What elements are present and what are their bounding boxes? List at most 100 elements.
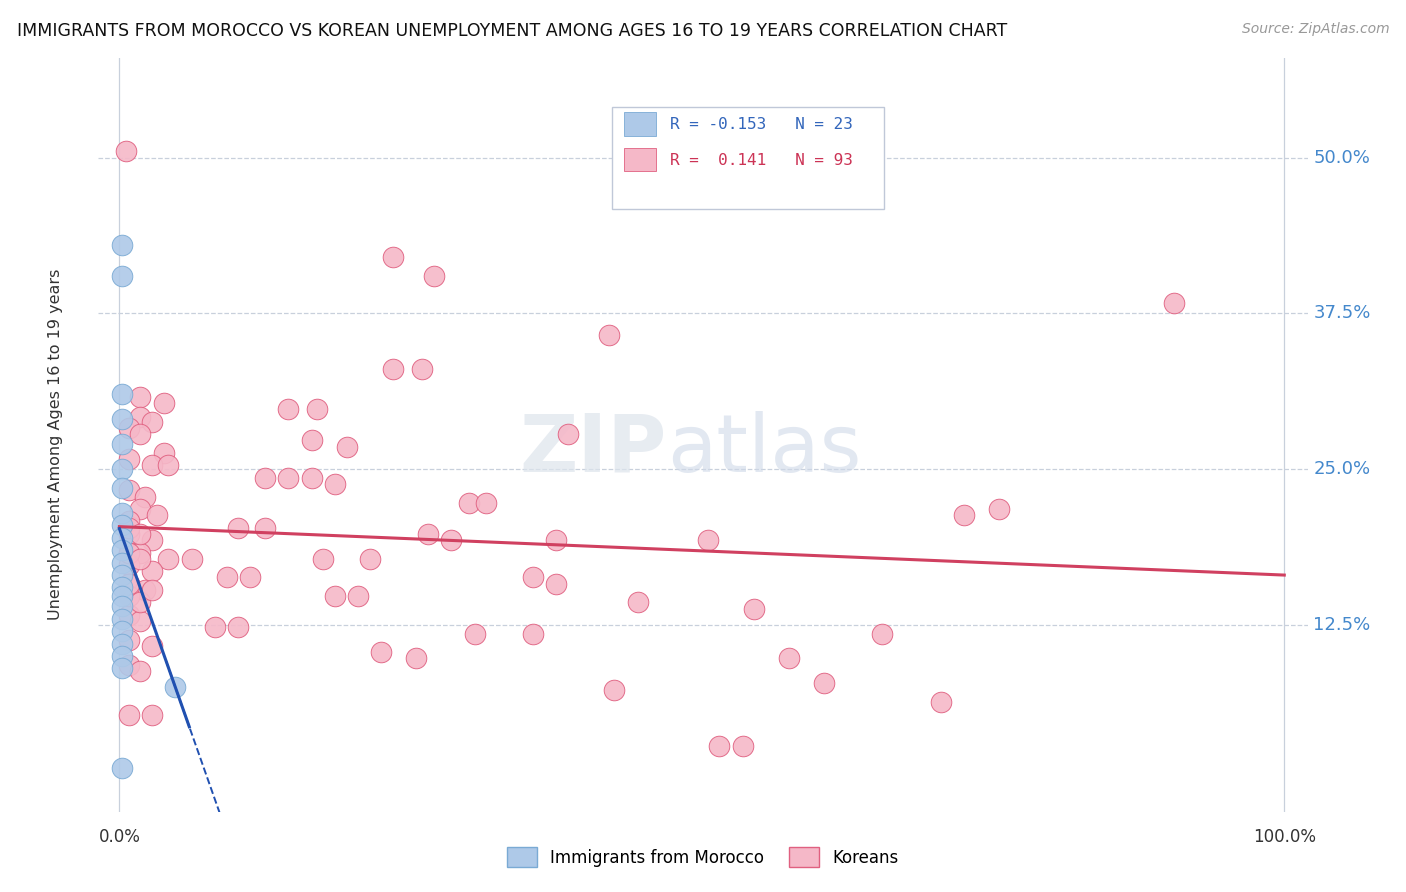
Text: R = -0.153   N = 23: R = -0.153 N = 23: [671, 118, 853, 132]
Point: [141, 707, 163, 722]
Point: [118, 527, 141, 541]
Point: [323, 589, 346, 603]
FancyBboxPatch shape: [613, 107, 884, 209]
Point: [111, 556, 134, 570]
Point: [129, 427, 152, 442]
Point: [141, 639, 163, 653]
Point: [557, 427, 579, 442]
Point: [134, 490, 156, 504]
Point: [129, 595, 152, 609]
Point: [111, 238, 134, 252]
Bar: [624, 147, 655, 171]
Point: [111, 462, 134, 476]
Point: [111, 599, 134, 614]
Point: [115, 145, 138, 159]
Point: [118, 558, 141, 572]
Point: [423, 268, 446, 283]
Point: [987, 502, 1010, 516]
Text: atlas: atlas: [666, 411, 860, 489]
Point: [118, 545, 141, 559]
Point: [129, 527, 152, 541]
Point: [111, 648, 134, 663]
Point: [475, 496, 498, 510]
Point: [457, 496, 479, 510]
Point: [111, 661, 134, 675]
Text: 100.0%: 100.0%: [1253, 828, 1316, 846]
Point: [141, 533, 163, 548]
Point: [277, 471, 299, 485]
Point: [111, 412, 134, 426]
Point: [204, 620, 226, 634]
Point: [111, 481, 134, 495]
Point: [405, 651, 427, 665]
Point: [118, 515, 141, 529]
Text: 50.0%: 50.0%: [1313, 149, 1371, 167]
Point: [627, 595, 650, 609]
Text: R =  0.141   N = 93: R = 0.141 N = 93: [671, 153, 853, 168]
Point: [411, 362, 433, 376]
Point: [111, 761, 134, 775]
Point: [129, 502, 152, 516]
Point: [312, 551, 335, 566]
Point: [111, 612, 134, 626]
Point: [416, 527, 439, 541]
Point: [215, 570, 238, 584]
Point: [129, 614, 152, 628]
Point: [253, 521, 276, 535]
Point: [929, 695, 952, 709]
Point: [226, 620, 249, 634]
Point: [165, 680, 187, 694]
Point: [731, 739, 754, 753]
Point: [157, 458, 180, 473]
Point: [522, 570, 544, 584]
Point: [118, 421, 141, 435]
Point: [129, 664, 152, 678]
Point: [546, 533, 568, 548]
Point: [111, 437, 134, 451]
Text: 0.0%: 0.0%: [98, 828, 141, 846]
Point: [129, 551, 152, 566]
Point: [301, 434, 323, 448]
Point: [129, 409, 152, 424]
Point: [111, 518, 134, 533]
Point: [180, 551, 202, 566]
Point: [359, 551, 381, 566]
Point: [301, 471, 323, 485]
Point: [118, 576, 141, 591]
Point: [129, 390, 152, 404]
Point: [118, 657, 141, 672]
Point: [152, 446, 174, 460]
Point: [118, 707, 141, 722]
Point: [157, 551, 180, 566]
Point: [598, 327, 620, 342]
Point: [118, 545, 141, 559]
Point: [152, 396, 174, 410]
Point: [277, 402, 299, 417]
Point: [111, 624, 134, 638]
Point: [778, 651, 800, 665]
Text: Source: ZipAtlas.com: Source: ZipAtlas.com: [1241, 22, 1389, 37]
Point: [464, 626, 486, 640]
Point: [239, 570, 262, 584]
Text: 25.0%: 25.0%: [1313, 460, 1371, 478]
Point: [111, 268, 134, 283]
Legend: Immigrants from Morocco, Koreans: Immigrants from Morocco, Koreans: [499, 839, 907, 875]
Point: [382, 362, 405, 376]
Point: [347, 589, 370, 603]
Point: [953, 508, 976, 523]
Point: [522, 626, 544, 640]
Point: [370, 645, 392, 659]
Point: [742, 601, 765, 615]
Point: [111, 387, 134, 401]
Point: [226, 521, 249, 535]
Point: [141, 564, 163, 578]
Bar: [624, 112, 655, 136]
Point: [118, 589, 141, 603]
Point: [141, 415, 163, 429]
Point: [145, 508, 167, 523]
Point: [813, 676, 835, 690]
Point: [382, 250, 405, 264]
Point: [696, 533, 718, 548]
Text: 12.5%: 12.5%: [1313, 615, 1371, 634]
Point: [253, 471, 276, 485]
